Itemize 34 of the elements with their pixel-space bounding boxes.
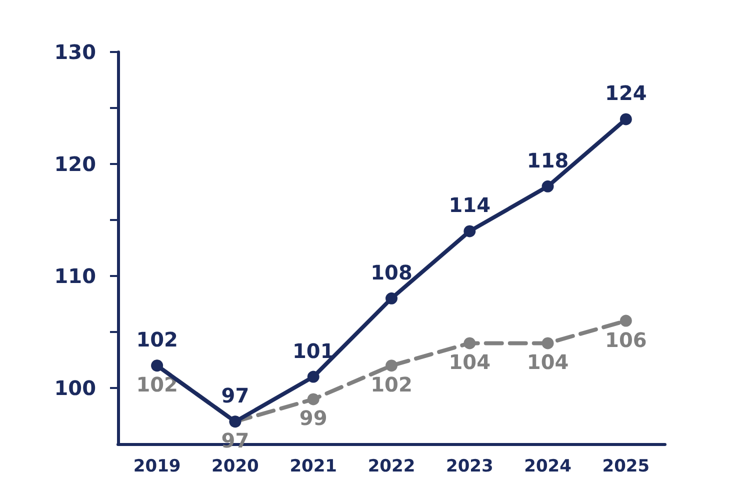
data-label: 102: [370, 372, 412, 397]
x-tick-label: 2024: [524, 456, 572, 476]
data-label: 108: [370, 260, 412, 284]
data-label: 102: [136, 328, 178, 352]
point: [542, 337, 554, 350]
x-tick-label: 2021: [290, 456, 338, 476]
point: [464, 337, 476, 350]
data-label: 104: [526, 350, 569, 374]
x-tick-label: 2025: [602, 456, 650, 476]
data-label: 104: [448, 350, 491, 374]
x-tick-label: 2020: [212, 456, 260, 476]
y-tick-label: 120: [54, 152, 96, 176]
point: [386, 360, 398, 372]
data-label: 118: [526, 148, 569, 172]
x-tick-label: 2023: [446, 456, 494, 476]
data-label: 106: [605, 328, 647, 352]
data-label: 97: [221, 384, 250, 408]
data-label: 99: [299, 406, 328, 430]
x-tick-label: 2022: [368, 456, 416, 476]
point: [542, 180, 554, 192]
y-tick-label: 130: [54, 40, 96, 64]
y-tick-label: 100: [54, 376, 96, 400]
point: [386, 292, 398, 304]
point: [620, 113, 632, 126]
point: [307, 370, 320, 383]
point: [307, 393, 320, 406]
data-label: 124: [605, 81, 647, 106]
x-tick-label: 2019: [133, 456, 181, 476]
data-label: 102: [136, 372, 178, 397]
point: [620, 314, 632, 327]
data-label: 114: [448, 193, 491, 218]
data-label: 101: [292, 338, 334, 363]
y-tick-label: 110: [54, 264, 96, 288]
point: [464, 225, 476, 238]
